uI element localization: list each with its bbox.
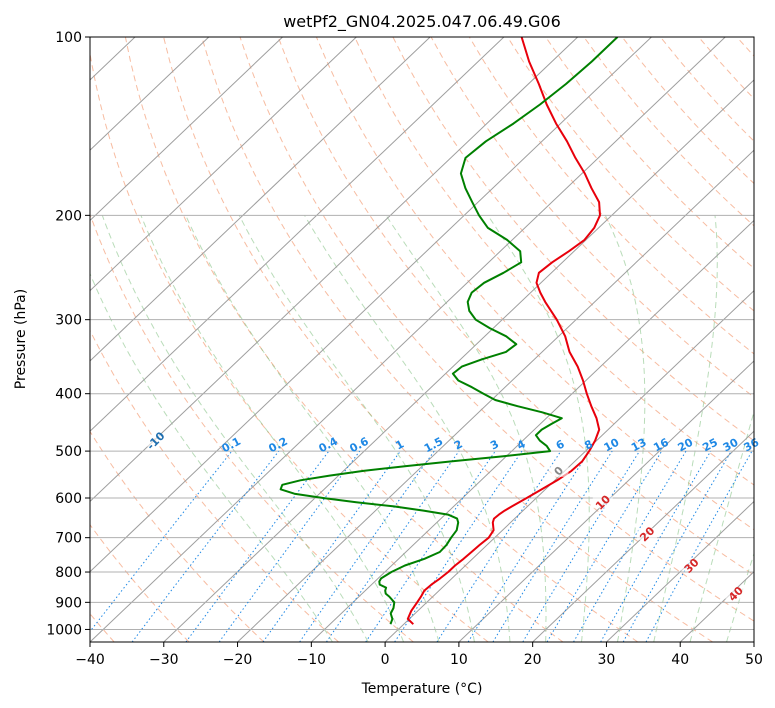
y-tick-label: 500 <box>55 444 82 460</box>
isotherm-line <box>90 37 210 151</box>
dry-adiabat-line <box>392 37 754 442</box>
x-tick-label: −40 <box>75 652 105 668</box>
plot-frame <box>89 36 755 643</box>
moist-adiabat-line <box>653 215 718 642</box>
x-axis-label: Temperature (°C) <box>361 681 483 697</box>
mixing-ratio-label: 20 <box>676 436 696 455</box>
label-backdrop <box>592 496 613 509</box>
y-axis: 100 200 300 400 500 600 700 800 900 1000 <box>46 30 90 638</box>
x-tick-label: 30 <box>598 652 616 668</box>
x-tick-label: −30 <box>149 652 179 668</box>
y-tick-label: 400 <box>55 387 82 403</box>
y-tick-label: 1000 <box>46 622 82 638</box>
mixing-ratio-label: 36 <box>742 436 762 455</box>
dry-adiabat-line <box>354 37 754 486</box>
mixing-ratio-label: 25 <box>700 436 720 455</box>
y-axis-label: Pressure (hPa) <box>13 289 29 389</box>
dry-adiabat-line <box>90 329 339 642</box>
mixing-ratio-line <box>262 450 401 642</box>
mixing-ratio-line <box>522 450 641 642</box>
mixing-ratio-label: 16 <box>651 436 671 455</box>
mixing-ratio-line <box>467 450 590 642</box>
moist-adiabat-line <box>487 215 590 642</box>
y-tick-label: 900 <box>55 595 82 611</box>
mixing-ratio-line <box>394 450 523 642</box>
chart-title: wetPf2_GN04.2025.047.06.49.G06 <box>283 12 561 32</box>
y-tick-label: 600 <box>55 491 82 507</box>
x-tick-label: 50 <box>745 652 763 668</box>
profile-series <box>279 37 619 625</box>
moist-adiabat-line <box>238 215 475 642</box>
mixing-ratio-line <box>436 450 562 642</box>
isotherm-line <box>606 500 754 642</box>
isotherm-line <box>90 37 652 573</box>
dewpoint-profile <box>279 37 619 625</box>
y-tick-label: 100 <box>55 30 82 46</box>
mixing-ratio-line <box>218 450 361 642</box>
x-axis: −40 −30 −20 −10 0 10 20 30 40 50 <box>75 642 763 668</box>
y-tick-label: 300 <box>55 313 82 329</box>
x-tick-label: 0 <box>381 652 390 668</box>
x-tick-label: 10 <box>450 652 468 668</box>
dry-adiabat-line <box>163 37 639 642</box>
dry-adiabat-line <box>507 37 754 312</box>
y-tick-label: 700 <box>55 531 82 547</box>
y-tick-label: 800 <box>55 565 82 581</box>
isotherm-line <box>90 37 726 642</box>
x-tick-label: 40 <box>671 652 689 668</box>
mixing-ratio-line <box>299 450 435 642</box>
label-backdrop <box>725 587 746 600</box>
dry-adiabat-line <box>90 50 489 642</box>
y-tick-label: 200 <box>55 208 82 224</box>
isotherm-line <box>237 149 754 642</box>
mixing-ratio-label: 30 <box>721 436 741 455</box>
isotherm-line <box>90 37 283 222</box>
moist-adiabat-line <box>101 215 369 642</box>
dry-adiabat-line <box>468 37 754 355</box>
label-backdrop <box>548 464 569 477</box>
isotherm-line <box>90 37 357 292</box>
isotherm-line <box>90 37 579 503</box>
mixing-ratio-line <box>622 450 732 642</box>
isotherm-line <box>163 79 754 642</box>
x-tick-label: 20 <box>524 652 542 668</box>
mixing-ratio-label: 13 <box>629 436 649 455</box>
isotherm-line <box>458 360 754 642</box>
label-backdrop <box>681 559 702 572</box>
x-tick-label: −20 <box>223 652 253 668</box>
moist-adiabat-line <box>604 215 646 642</box>
temperature-profile <box>406 37 601 625</box>
dry-adiabat-line <box>277 37 754 576</box>
moist-adiabat-line <box>140 215 405 642</box>
isotherm-line <box>532 430 754 642</box>
moist-adiabat-line <box>304 215 511 642</box>
label-backdrop <box>145 434 166 447</box>
mixing-ratio-line <box>365 450 496 642</box>
isotherm-line <box>384 289 754 642</box>
dry-adiabat-line <box>124 37 564 642</box>
isotherm-line <box>310 219 754 642</box>
skewed-isotherms <box>90 37 754 642</box>
isotherm-line <box>90 37 431 362</box>
dry-adiabat-line <box>430 37 754 398</box>
mixing-ratio-label: 10 <box>602 436 622 455</box>
x-tick-label: −10 <box>297 652 327 668</box>
label-backdrop <box>637 527 658 540</box>
moist-adiabat-line <box>385 215 547 642</box>
isotherm-line <box>90 37 505 432</box>
mixing-ratio-line <box>325 450 460 642</box>
